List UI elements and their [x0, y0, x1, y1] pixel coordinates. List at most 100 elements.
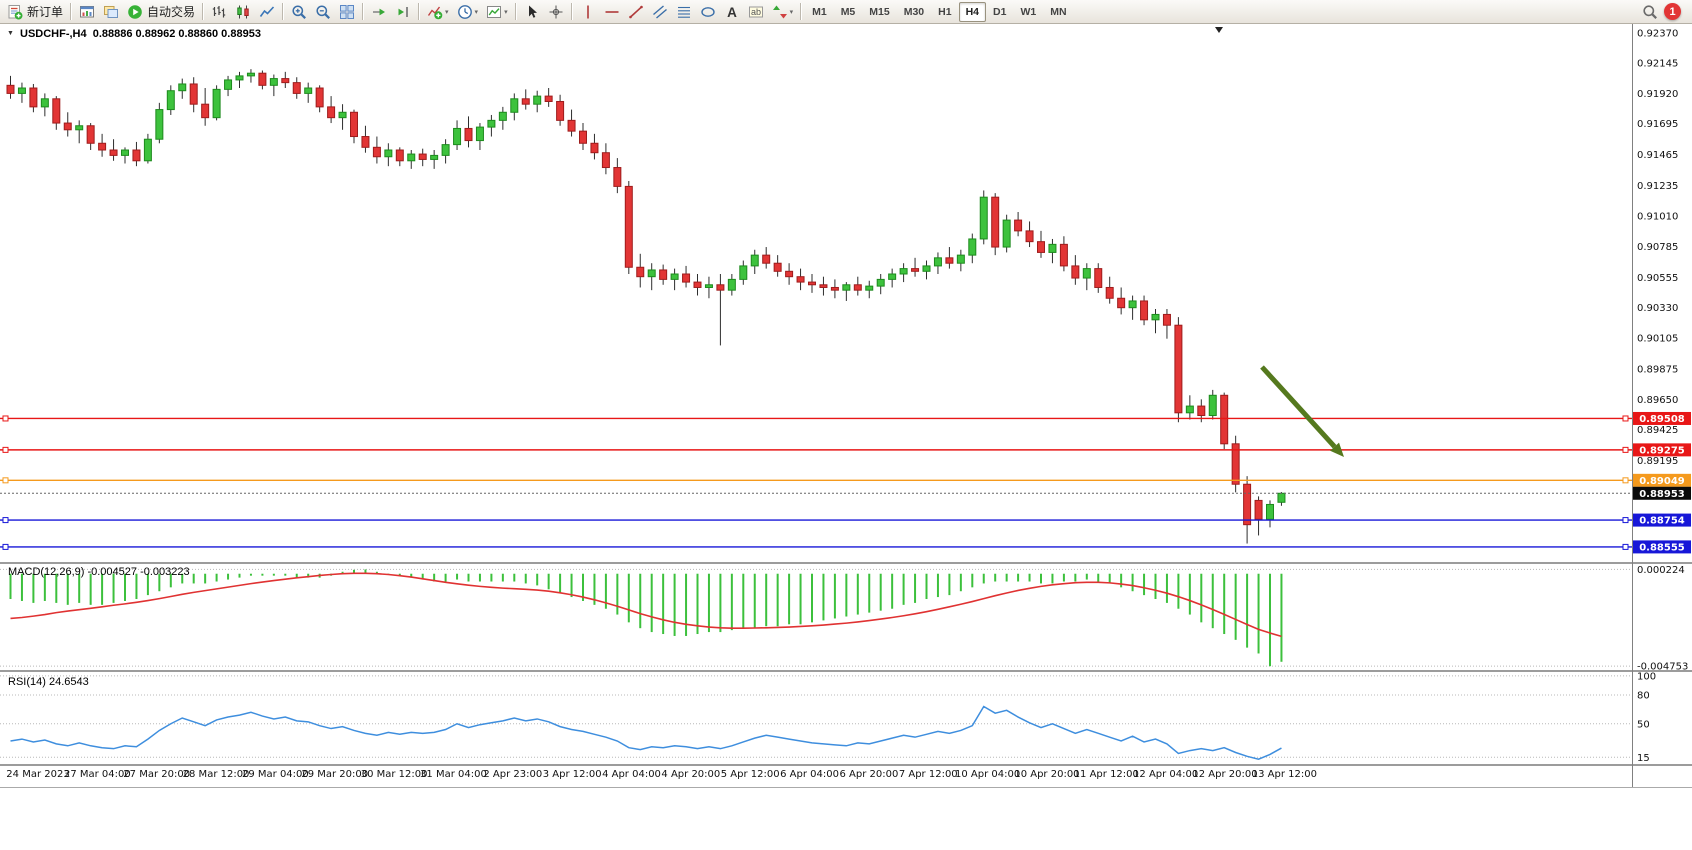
auto-trading-button[interactable]: 自动交易	[123, 0, 199, 23]
zoom-in-icon	[291, 4, 307, 20]
dropdown-arrow-icon: ▾	[789, 8, 794, 16]
horizontal-line-0.89049[interactable]	[0, 477, 1632, 484]
chart-shift-marker[interactable]	[1215, 27, 1223, 33]
horizontal-line-0.89508[interactable]	[0, 415, 1632, 422]
fibonacci-button[interactable]	[672, 0, 696, 23]
price-axis-label: 0.91010	[1637, 212, 1678, 223]
profiles-button[interactable]	[99, 0, 123, 23]
auto-scroll-button[interactable]	[367, 0, 391, 23]
toolbar-separator	[362, 3, 365, 20]
rsi-pane[interactable]	[0, 672, 1632, 764]
templates-icon	[486, 4, 502, 20]
chart-context-menu-icon[interactable]: ▼	[7, 30, 14, 37]
trend-arrow-annotation[interactable]	[1260, 365, 1344, 457]
line-chart-icon	[259, 4, 275, 20]
time-axis-label: 28 Mar 12:00	[183, 769, 250, 780]
chart-window: 0.92370 0.92145 0.91920 0.91695 0.91465 0.912…	[0, 24, 1692, 850]
toolbar-separator	[202, 3, 205, 20]
horizontal-line-0.88754[interactable]	[0, 517, 1632, 524]
charts-button[interactable]	[75, 0, 99, 23]
text-icon: A	[724, 4, 740, 20]
macd-histogram	[9, 569, 1283, 667]
rsi-axis-label: 50	[1637, 719, 1650, 730]
time-axis-label: 7 Apr 12:00	[899, 769, 958, 780]
tile-windows-button[interactable]	[335, 0, 359, 23]
candlestick-chart-button[interactable]	[231, 0, 255, 23]
periods-button[interactable]: ▾	[453, 0, 483, 23]
time-axis[interactable]	[0, 766, 1692, 787]
price-axis-label: 0.89425	[1637, 425, 1678, 436]
dropdown-arrow-icon: ▾	[445, 8, 449, 16]
timeframe-d1-button[interactable]: D1	[993, 5, 1007, 18]
time-axis-label: 3 Apr 12:00	[543, 769, 602, 780]
vertical-line-button[interactable]	[576, 0, 600, 23]
line-chart-button[interactable]	[255, 0, 279, 23]
timeframe-m5-button[interactable]: M5	[840, 5, 856, 18]
pane-separator[interactable]	[0, 764, 1692, 766]
timeframe-w1-button[interactable]: W1	[1020, 5, 1037, 18]
price-axis-label: 0.91695	[1637, 119, 1678, 130]
rsi-axis-label: 100	[1637, 671, 1656, 682]
rsi-line	[10, 705, 1282, 760]
trendline-button[interactable]	[624, 0, 648, 23]
price-chart-pane[interactable]	[0, 24, 1632, 562]
new-order-button[interactable]: 新订单	[3, 0, 67, 23]
zoom-in-button[interactable]	[287, 0, 311, 23]
timeframe-mn-button[interactable]: MN	[1050, 5, 1067, 18]
search-button[interactable]	[1638, 0, 1662, 23]
price-axis-label: 0.89875	[1637, 365, 1678, 376]
vertical-line-icon	[580, 4, 596, 20]
time-axis-label: 11 Apr 12:00	[1074, 769, 1139, 780]
pane-separator[interactable]	[0, 670, 1692, 672]
price-line-badge-label: 0.88754	[1639, 516, 1685, 527]
timeframe-m15-button[interactable]: M15	[869, 5, 890, 18]
macd-axis-label: 0.000224	[1637, 565, 1685, 576]
toolbar-separator	[800, 3, 803, 20]
text-label-icon: ab	[748, 4, 764, 20]
time-axis-label: 2 Apr 23:00	[483, 769, 542, 780]
timeframe-h4-button[interactable]: H4	[958, 1, 987, 22]
time-axis-label: 12 Apr 04:00	[1133, 769, 1198, 780]
templates-button[interactable]: ▾	[482, 0, 512, 23]
pane-separator[interactable]	[0, 562, 1692, 564]
time-axis-label: 29 Mar 20:00	[301, 769, 368, 780]
shapes-icon	[700, 4, 716, 20]
chart-shift-button[interactable]	[391, 0, 415, 23]
rsi-axis-label: 15	[1637, 753, 1650, 764]
horizontal-line-0.88555[interactable]	[0, 543, 1632, 550]
timeframe-m30-button[interactable]: M30	[903, 5, 925, 18]
text-button[interactable]: A	[720, 0, 744, 23]
time-axis-label: 4 Apr 04:00	[602, 769, 661, 780]
time-axis-label: 6 Apr 20:00	[839, 769, 898, 780]
shapes-button[interactable]	[696, 0, 720, 23]
zoom-out-button[interactable]	[311, 0, 335, 23]
indicators-button[interactable]: ▾	[423, 0, 453, 23]
price-line-badge-label: 0.88555	[1639, 542, 1685, 553]
text-label-button[interactable]: ab	[744, 0, 768, 23]
price-line-badge-label: 0.89275	[1639, 445, 1685, 456]
horizontal-line-0.89275[interactable]	[0, 446, 1632, 453]
arrows-button[interactable]: ▾	[768, 0, 798, 23]
current-price-badge-label: 0.88953	[1639, 489, 1685, 500]
new-order-icon	[7, 4, 23, 20]
price-axis[interactable]	[1632, 24, 1692, 766]
macd-pane[interactable]	[0, 564, 1632, 670]
equidistant-channel-button[interactable]	[648, 0, 672, 23]
current-price-badge	[1633, 486, 1691, 500]
timeframe-m1-button[interactable]: M1	[812, 5, 827, 18]
chart-title: USDCHF-,H4 0.88886 0.88962 0.88860 0.889…	[20, 28, 261, 40]
crosshair-button[interactable]	[544, 0, 568, 23]
horizontal-line-button[interactable]	[600, 0, 624, 23]
price-line-badge	[1633, 411, 1691, 425]
bar-chart-button[interactable]	[207, 0, 231, 23]
time-axis-label: 29 Mar 04:00	[242, 769, 309, 780]
rsi-axis-label: 80	[1637, 691, 1650, 702]
time-axis-label: 24 Mar 2023	[6, 769, 69, 780]
notification-badge[interactable]: 1	[1664, 3, 1681, 20]
chart-canvas[interactable]: 0.92370 0.92145 0.91920 0.91695 0.91465 0.912…	[0, 24, 1692, 850]
cursor-button[interactable]	[520, 0, 544, 23]
timeframe-h1-button[interactable]: H1	[938, 5, 952, 18]
toolbar-separator	[570, 3, 573, 20]
